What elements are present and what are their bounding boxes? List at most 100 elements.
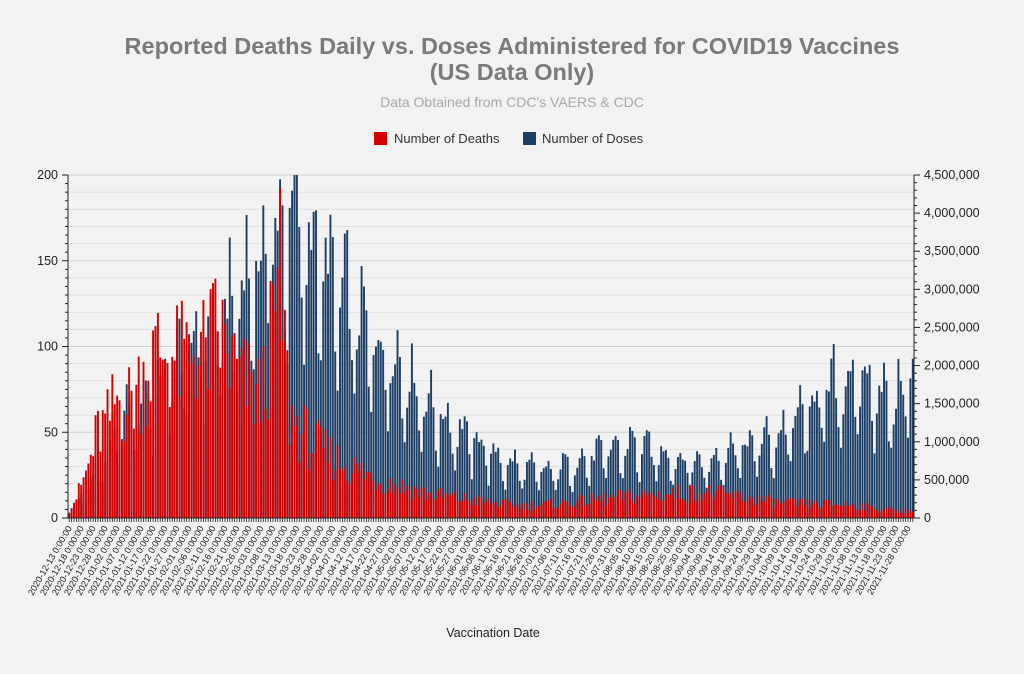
doses-bar [629,426,631,518]
deaths-bar [113,404,116,518]
deaths-bar [516,503,519,518]
deaths-bar [401,479,404,518]
doses-bar [573,475,576,518]
deaths-bar [116,395,119,518]
doses-bar [897,358,900,518]
deaths-bar [523,510,526,518]
doses-bar [348,328,351,518]
deaths-bar [499,505,502,518]
doses-bar [653,465,655,518]
deaths-bar [559,504,562,518]
doses-bar [425,411,428,518]
doses-bar [418,430,421,518]
doses-bar [406,407,409,518]
deaths-bar [530,502,533,518]
doses-bar [473,438,476,518]
doses-bar [763,427,766,518]
legend-item-deaths[interactable]: Number of Deaths [374,131,500,146]
deaths-bar [355,463,358,518]
deaths-bar [418,496,421,518]
doses-bar [396,330,399,518]
doses-bar [837,427,840,518]
deaths-bar [226,353,229,518]
deaths-bar [823,500,826,518]
deaths-bar [259,422,262,518]
doses-bar [494,451,497,518]
deaths-bar [262,345,265,518]
deaths-bar [375,490,377,518]
deaths-bar [305,409,308,518]
deaths-bar [458,501,461,518]
doses-bar [379,341,382,518]
deaths-bar [130,390,133,518]
y-left-tick-label: 0 [51,511,58,525]
deaths-bar [398,493,401,518]
deaths-bar [650,494,653,518]
doses-bar [382,349,385,518]
deaths-bar [863,510,866,518]
doses-bar [525,462,528,518]
doses-bar [660,446,663,518]
doses-bar [806,450,809,518]
deaths-bar [336,444,339,518]
deaths-bar [518,507,521,518]
deaths-bar [899,512,902,518]
deaths-bar [327,462,329,518]
doses-bar [540,471,543,518]
deaths-bar [521,503,524,518]
deaths-bar [729,494,732,518]
deaths-bar [490,504,492,518]
deaths-bar [669,494,672,518]
deaths-bar [818,508,821,518]
deaths-bar [890,506,893,518]
doses-bar [861,370,864,518]
doses-bar [432,407,435,518]
doses-bar [449,432,452,518]
deaths-bar [307,470,310,518]
deaths-bar [583,506,586,518]
deaths-bar [317,419,320,518]
legend-item-doses[interactable]: Number of Doses [523,131,644,146]
deaths-bar [475,505,478,518]
doses-bar [410,343,413,518]
doses-bar [624,455,627,518]
deaths-bar [245,406,248,518]
deaths-bar [269,280,272,518]
deaths-bar [506,499,509,518]
deaths-bar [758,495,761,518]
deaths-bar [664,493,667,518]
deaths-bar [537,505,540,518]
deaths-bar [585,504,588,518]
deaths-bar [741,500,744,518]
deaths-bar [631,500,634,518]
deaths-bar [746,500,749,518]
doses-bar [832,344,835,518]
deaths-bar [449,496,452,518]
deaths-bar [641,493,643,518]
deaths-bar [487,498,490,518]
doses-bar [466,421,468,518]
deaths-bar [744,502,746,518]
doses-bar [516,463,519,518]
doses-bar [528,459,531,518]
y-right-tick-label: 3,500,000 [924,244,980,258]
doses-bar [633,437,636,518]
deaths-bar [875,509,878,518]
doses-bar [868,364,871,518]
doses-bar [293,175,296,518]
deaths-bar [286,350,289,518]
deaths-bar [909,510,912,518]
y-right-tick-label: 4,000,000 [924,206,980,220]
deaths-bar [132,428,135,518]
doses-bar [228,237,231,519]
doses-bar [907,437,909,518]
deaths-bar [478,495,480,518]
deaths-bar [552,507,555,518]
deaths-bar [619,490,622,518]
deaths-bar [813,499,816,518]
doses-bar [626,449,629,518]
deaths-bar [621,500,624,518]
doses-bar [351,360,353,518]
deaths-bar [720,485,723,518]
doses-bar [547,460,550,518]
